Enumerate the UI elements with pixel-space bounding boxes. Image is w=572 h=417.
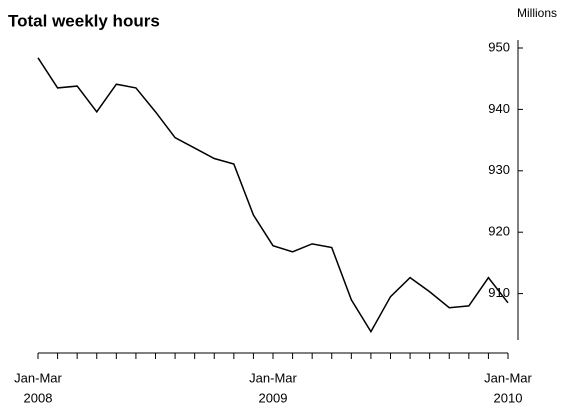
line: [37, 57, 509, 334]
x-tick-label: Jan-Mar: [484, 370, 532, 385]
y-tick-label: 930: [488, 162, 510, 177]
x-tick-label: 2008: [24, 390, 53, 405]
x-tick-label: Jan-Mar: [14, 370, 62, 385]
chart-title: Total weekly hours: [8, 11, 160, 30]
y-tick-label: 940: [488, 101, 510, 116]
y-axis-label: Millions: [517, 6, 557, 20]
y-tick-label: 920: [488, 224, 510, 239]
x-tick-label: 2010: [494, 390, 523, 405]
x-tick-label: Jan-Mar: [249, 370, 297, 385]
y-tick-label: 950: [488, 39, 510, 54]
x-tick-label: 2009: [259, 390, 288, 405]
